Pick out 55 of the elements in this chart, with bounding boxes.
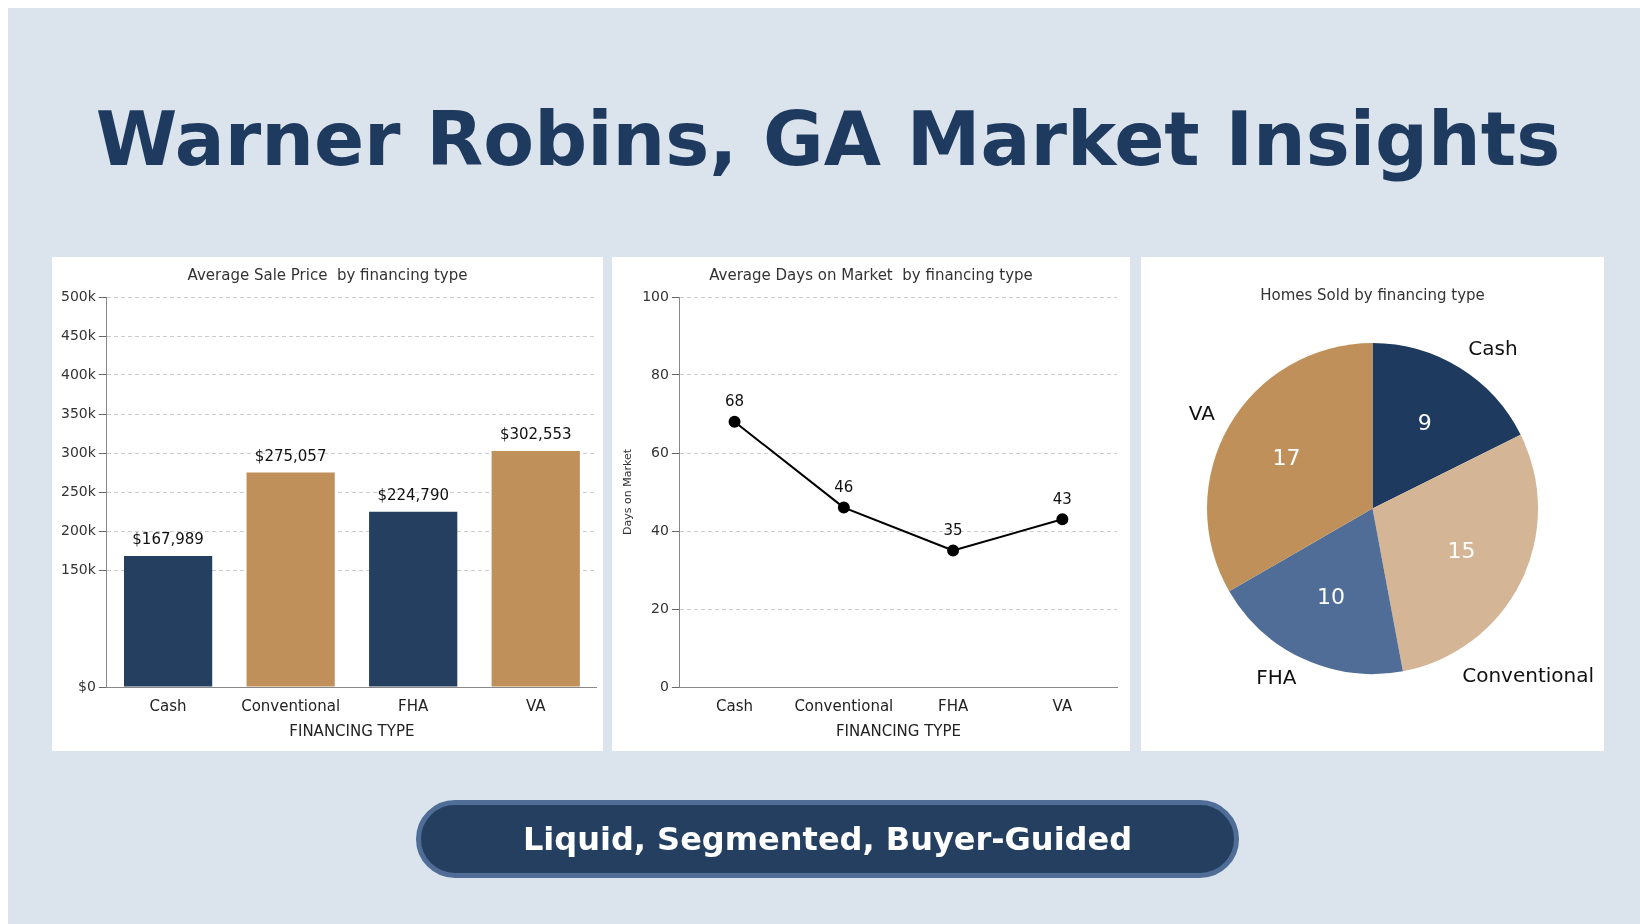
data-label: 17 bbox=[1272, 444, 1301, 470]
point bbox=[728, 415, 741, 428]
y-tick-label: 100 bbox=[642, 287, 669, 304]
data-label: $224,790 bbox=[377, 486, 449, 505]
chart-title: Homes Sold by financing type bbox=[1260, 285, 1485, 304]
y-axis-title: Days on Market bbox=[621, 448, 635, 535]
bar bbox=[491, 451, 580, 687]
data-label: 46 bbox=[834, 477, 854, 496]
y-tick-label: 150k bbox=[60, 560, 97, 577]
text: Warner Robins, GA Market Insights bbox=[94, 96, 1562, 182]
chart-title: Average Sale Price by financing type bbox=[187, 265, 468, 284]
data-label: 9 bbox=[1417, 409, 1432, 435]
y-tick-label: 350k bbox=[60, 404, 97, 421]
data-label: 15 bbox=[1447, 538, 1476, 564]
y-tick-label: 200k bbox=[60, 521, 97, 538]
x-tick-label: Cash bbox=[149, 696, 187, 715]
text: Liquid, Segmented, Buyer-Guided bbox=[416, 800, 1239, 878]
x-tick-label: FHA bbox=[398, 696, 430, 715]
data-label: 35 bbox=[943, 520, 963, 539]
point bbox=[1056, 513, 1069, 526]
y-tick-label: 400k bbox=[60, 365, 97, 382]
point bbox=[947, 544, 960, 557]
data-label: $167,989 bbox=[132, 530, 204, 549]
x-tick-label: VA bbox=[1052, 696, 1073, 715]
x-tick-label: VA bbox=[525, 696, 547, 715]
chart-title: Average Days on Market by financing type bbox=[709, 265, 1033, 284]
y-tick-label: 300k bbox=[60, 443, 97, 460]
data-label: 68 bbox=[725, 392, 745, 411]
y-tick-label: 0 bbox=[660, 677, 669, 694]
y-tick-label: 60 bbox=[651, 443, 669, 460]
x-tick-label: Conventional bbox=[794, 696, 894, 715]
x-tick-label: Conventional bbox=[241, 696, 341, 715]
data-label: $302,553 bbox=[499, 425, 572, 444]
y-tick-label: 80 bbox=[651, 365, 669, 382]
data-label: 10 bbox=[1317, 584, 1345, 610]
y-tick-label: 20 bbox=[651, 599, 669, 616]
x-tick-label: Cash bbox=[716, 696, 754, 715]
y-tick-label: $0 bbox=[78, 677, 96, 694]
data-label: 43 bbox=[1052, 489, 1072, 508]
slice-label: Cash bbox=[1468, 335, 1518, 360]
bar bbox=[246, 472, 335, 687]
x-axis-title: FINANCING TYPE bbox=[835, 721, 962, 740]
x-axis-title: FINANCING TYPE bbox=[289, 721, 415, 740]
slice-label: FHA bbox=[1256, 664, 1297, 689]
y-tick-label: 500k bbox=[60, 287, 97, 304]
x-tick-label: FHA bbox=[938, 696, 969, 715]
bar bbox=[123, 555, 213, 687]
bar bbox=[369, 511, 458, 687]
point bbox=[837, 501, 850, 514]
y-tick-label: 40 bbox=[651, 521, 669, 538]
y-tick-label: 450k bbox=[60, 326, 97, 343]
data-label: $275,057 bbox=[254, 446, 327, 465]
y-tick-label: 250k bbox=[60, 482, 97, 499]
slice-label: Conventional bbox=[1462, 663, 1595, 688]
slice-label: VA bbox=[1188, 401, 1216, 426]
